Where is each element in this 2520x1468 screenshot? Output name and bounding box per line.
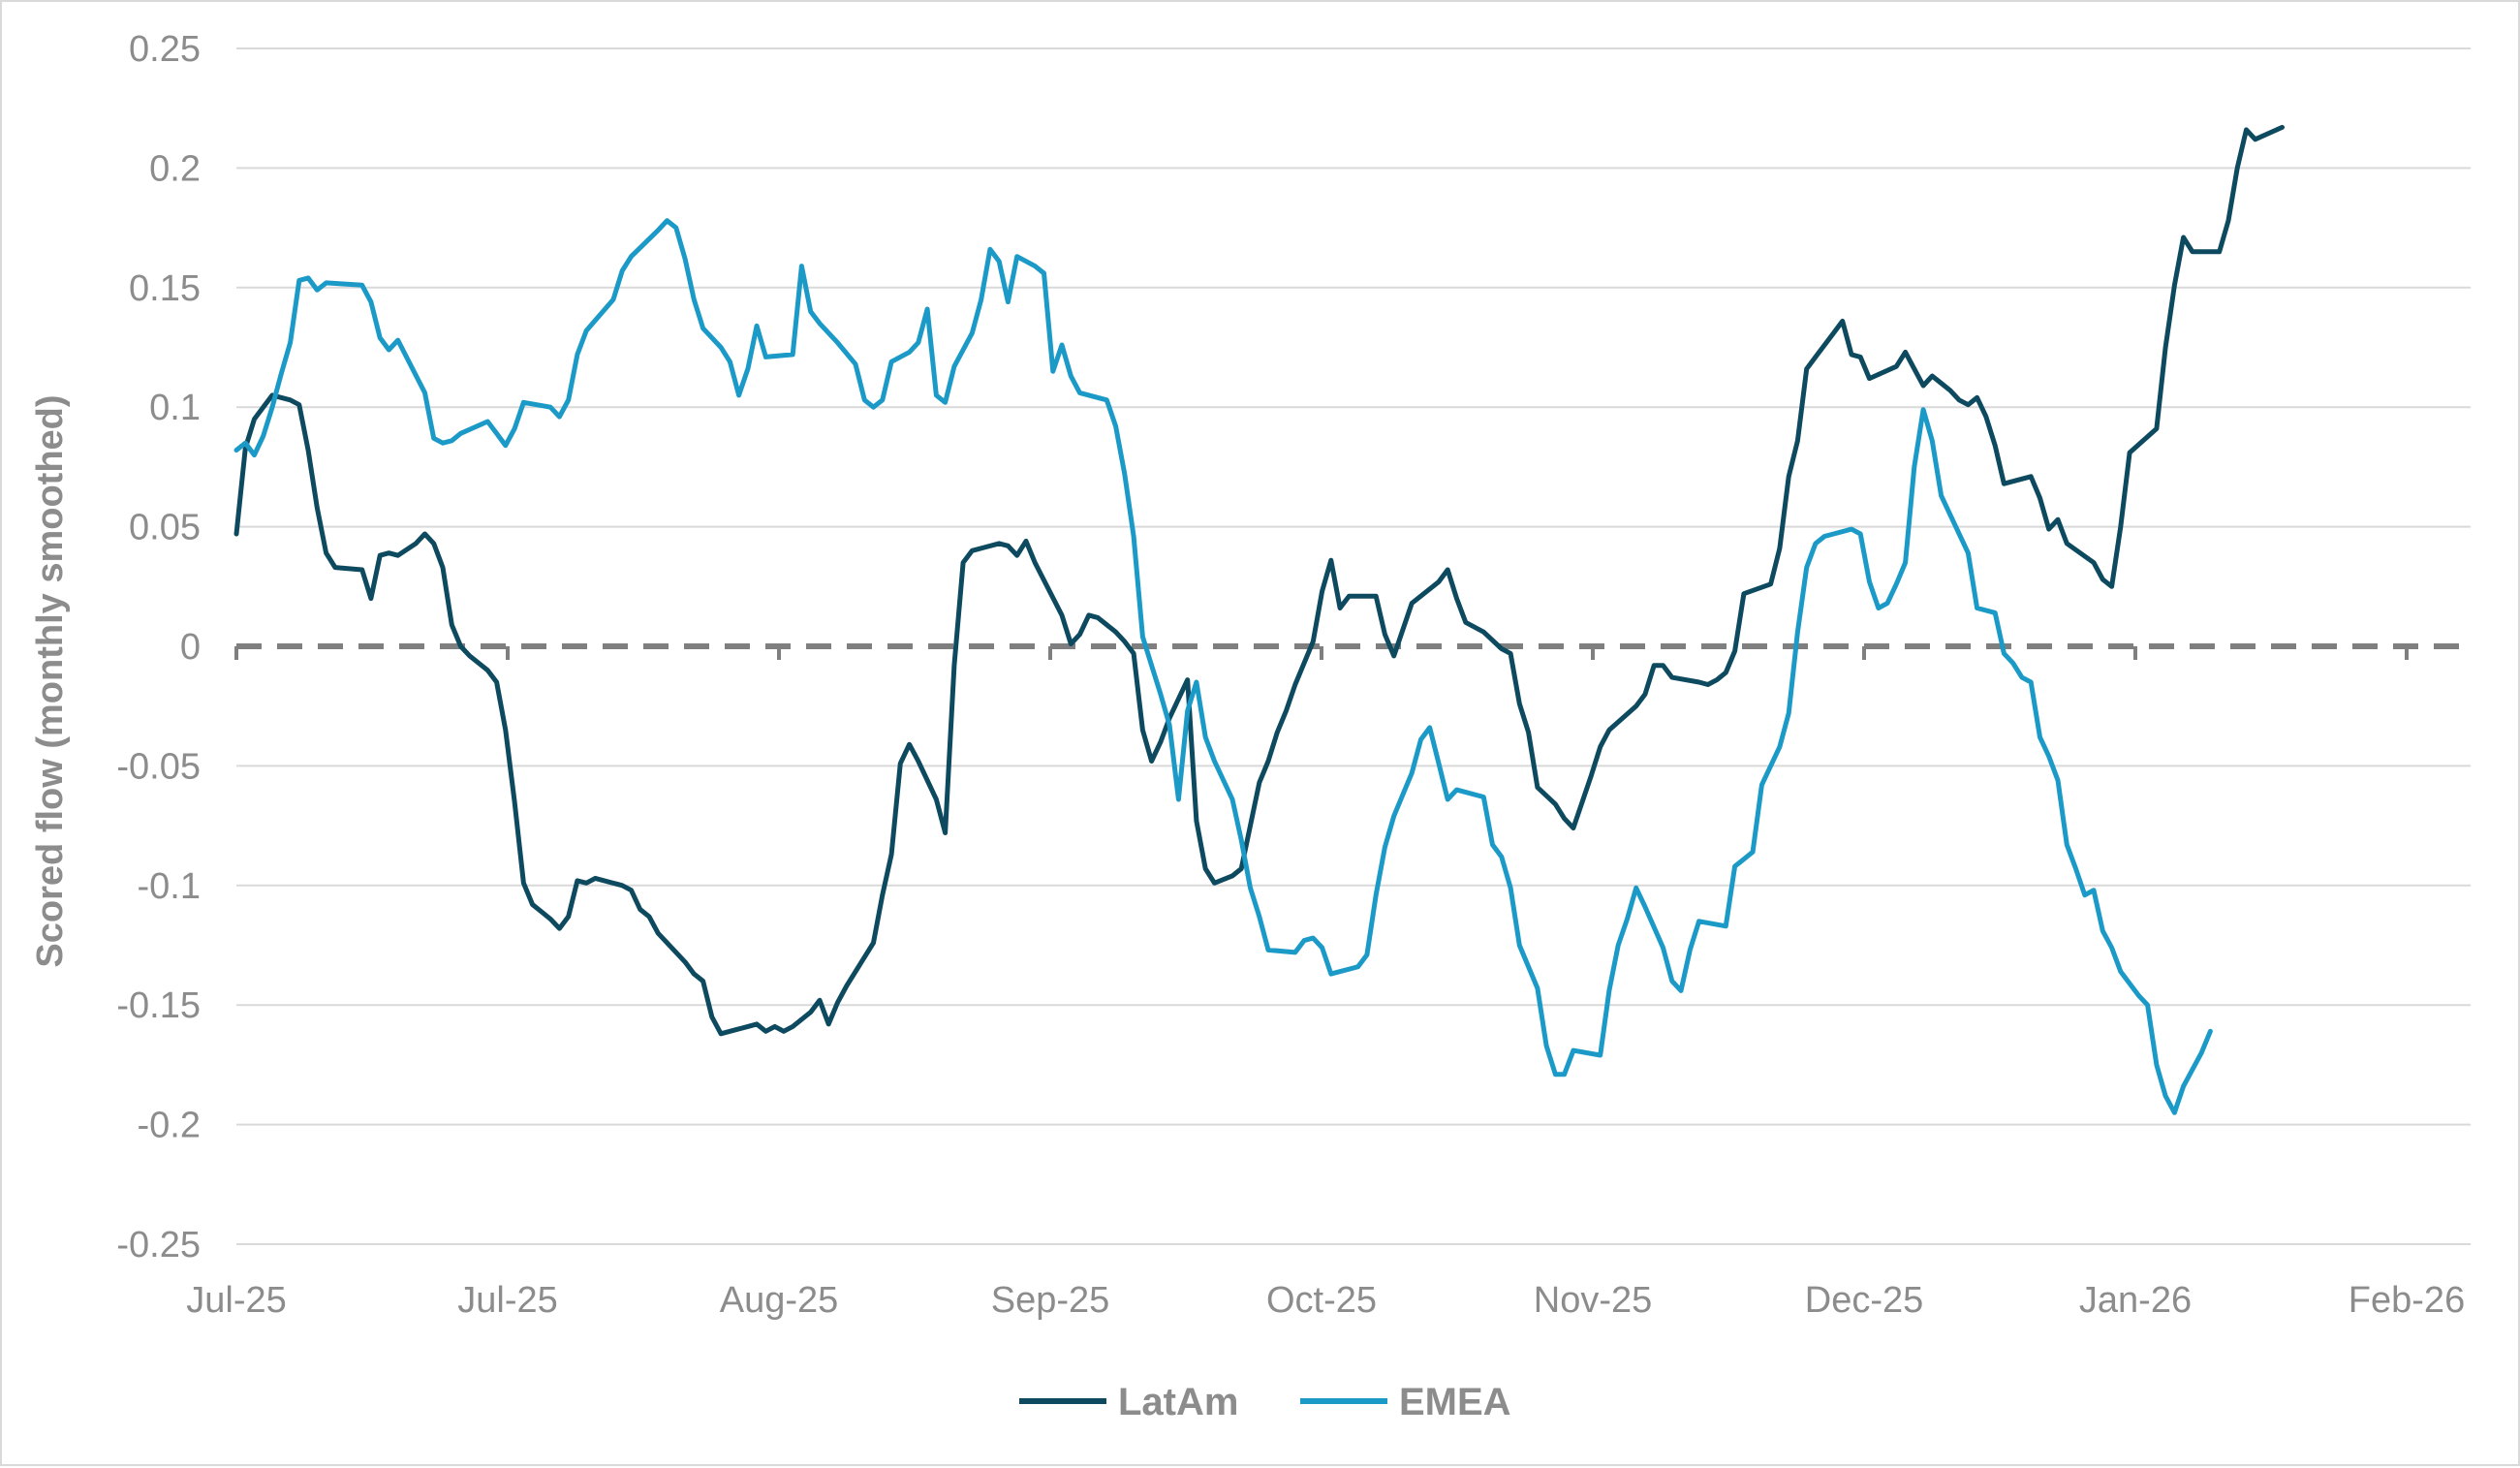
legend-label-latam: LatAm: [1118, 1381, 1238, 1423]
y-tick-label: -0.2: [138, 1106, 201, 1146]
y-tick-label: 0: [180, 627, 201, 668]
x-tick-label: Dec-25: [1805, 1280, 1924, 1321]
x-tick-label: Jul-25: [457, 1280, 558, 1321]
y-tick-label: 0.25: [129, 29, 201, 70]
x-tick-label: Feb-26: [2349, 1280, 2465, 1321]
y-tick-label: -0.25: [116, 1225, 201, 1265]
y-tick-label: 0.15: [129, 268, 201, 309]
axes: 0.25 0.2 0.15 0.1 0.05 0 -0.05 -0.1 -0.15 -0.2 -0.…: [116, 29, 2471, 1321]
y-tick-label: -0.05: [116, 746, 201, 787]
x-tick-label: Jan-26: [2079, 1280, 2192, 1321]
series-lines: [233, 124, 2285, 1115]
x-tick-label: Oct-25: [1266, 1280, 1377, 1321]
y-tick-label: 0.1: [149, 388, 201, 428]
y-tick-label: 0.05: [129, 508, 201, 548]
x-tick-label: Sep-25: [991, 1280, 1110, 1321]
legend: LatAm EMEA: [1019, 1381, 1511, 1423]
series-line-latam: [233, 124, 2285, 1037]
x-tick-label: Jul-25: [186, 1280, 287, 1321]
y-tick-label: -0.1: [138, 866, 201, 907]
y-tick-label: -0.15: [116, 985, 201, 1026]
y-tick-label: 0.2: [149, 148, 201, 189]
legend-label-emea: EMEA: [1399, 1381, 1511, 1423]
x-tick-label: Nov-25: [1534, 1280, 1653, 1321]
y-axis-title-group: Scored flow (monthly smoothed): [30, 394, 71, 967]
gridlines: [236, 47, 2471, 1245]
y-axis-title: Scored flow (monthly smoothed): [30, 394, 71, 967]
x-tick-label: Aug-25: [720, 1280, 839, 1321]
series-line-emea: [233, 218, 2213, 1115]
